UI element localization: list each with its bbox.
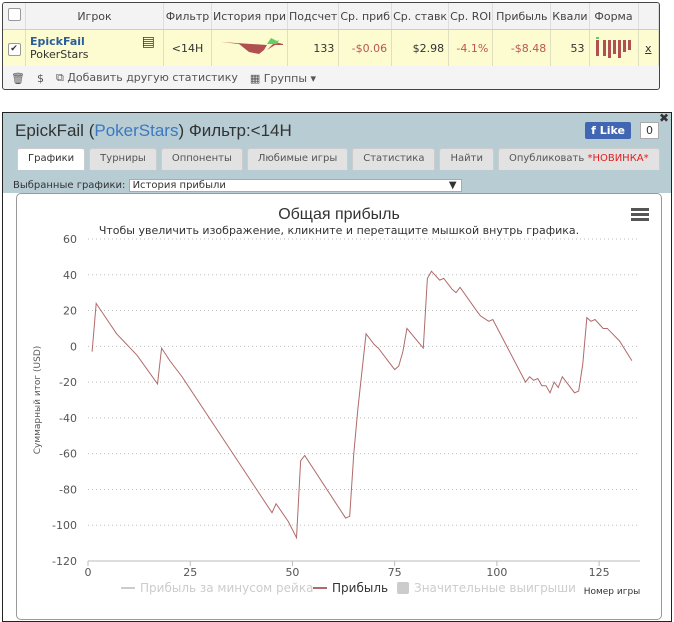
profit-value: -$8.48 <box>492 29 552 66</box>
series-line-profit <box>91 270 633 540</box>
col-form[interactable]: Форма <box>589 3 639 30</box>
player-name[interactable]: EpickFail <box>30 35 85 48</box>
stats-table: Игрок Фильтр История при Подсчет Ср. при… <box>2 2 660 90</box>
title-site-link[interactable]: PokerStars <box>94 121 179 140</box>
x-tick-label: 25 <box>183 566 197 579</box>
chart-container[interactable]: Общая прибыль Чтобы увеличить изображение… <box>16 193 662 620</box>
legend-item-profit: Прибыль <box>332 581 388 595</box>
tab-publish-label: Опубликовать <box>508 153 585 164</box>
row-checkbox[interactable]: ✔ <box>7 42 21 56</box>
groups-label: Группы <box>263 71 308 85</box>
tab-publish[interactable]: Опубликовать *НОВИНКА* <box>497 148 660 170</box>
tab-find[interactable]: Найти <box>439 148 494 170</box>
y-tick-label: -100 <box>52 519 77 532</box>
y-axis-label: Суммарный итог (USD) <box>33 346 43 455</box>
title-filter: Фильтр:<14H <box>188 121 292 140</box>
trash-icon[interactable]: 🗑 <box>11 71 25 85</box>
dropdown-arrow-icon: ▼ <box>448 180 457 191</box>
like-label: Like <box>599 124 625 137</box>
select-value: История прибыли <box>132 180 226 191</box>
facebook-icon: f <box>591 124 596 137</box>
chart-title: Общая прибыль <box>278 206 400 223</box>
player-site: PokerStars <box>30 48 89 61</box>
col-profit[interactable]: Прибыль <box>492 3 552 30</box>
y-tick-label: 60 <box>63 233 77 246</box>
col-avg-profit[interactable]: Ср. приб <box>338 3 393 30</box>
add-stat-button[interactable]: ⧉ Добавить другую статистику <box>55 71 238 84</box>
groups-button[interactable]: ▦ Группы ▾ <box>249 71 317 85</box>
tab-statistics[interactable]: Статистика <box>352 148 436 170</box>
x-tick-label: 0 <box>85 566 92 579</box>
chart-subtitle: Чтобы увеличить изображение, кликните и … <box>99 224 579 237</box>
col-player[interactable]: Игрок <box>25 3 164 30</box>
legend-item-net: Прибыль за минусом рейка <box>140 581 313 595</box>
x-tick-label: 50 <box>285 566 299 579</box>
tab-charts[interactable]: Графики <box>17 148 86 170</box>
close-icon[interactable]: ✖ <box>658 111 669 125</box>
y-tick-label: -40 <box>59 412 77 425</box>
title-player: EpickFail <box>15 121 84 140</box>
x-axis-label: Номер игры <box>584 587 641 597</box>
menu-icon[interactable] <box>631 208 649 221</box>
col-filter[interactable]: Фильтр <box>163 3 212 30</box>
col-count[interactable]: Подсчет <box>287 3 340 30</box>
col-roi[interactable]: Ср. ROI <box>448 3 494 30</box>
facebook-like-button[interactable]: f Like <box>585 122 631 139</box>
count-value: 133 <box>287 29 340 66</box>
export-icon[interactable]: ▤ <box>141 34 155 50</box>
x-tick-label: 100 <box>486 566 507 579</box>
avg-stake-value: $2.98 <box>391 29 450 66</box>
avg-profit-value: -$0.06 <box>338 29 393 66</box>
legend-item-big-wins: Значительные выигрыши <box>414 581 576 595</box>
y-tick-label: 40 <box>63 269 77 282</box>
x-tick-label: 125 <box>589 566 610 579</box>
select-label: Выбранные графики: <box>13 180 126 191</box>
tab-opponents[interactable]: Оппоненты <box>160 148 243 170</box>
panel-title: EpickFail (PokerStars) Фильтр:<14H <box>15 121 292 140</box>
new-badge: *НОВИНКА* <box>587 153 649 164</box>
add-stat-label: Добавить другую статистику <box>67 71 238 84</box>
qual-value: 53 <box>550 29 590 66</box>
like-count: 0 <box>640 122 659 139</box>
currency-icon[interactable]: $ <box>36 71 44 85</box>
y-tick-label: -60 <box>59 448 77 461</box>
select-all-checkbox[interactable] <box>7 8 21 21</box>
form-bars <box>589 29 639 66</box>
y-tick-label: -20 <box>59 376 77 389</box>
y-tick-label: 0 <box>70 340 77 353</box>
col-qual[interactable]: Квали <box>550 3 590 30</box>
tab-tournaments[interactable]: Турниры <box>89 148 157 170</box>
legend-symbol-big-wins <box>397 582 409 594</box>
x-tick-label: 75 <box>388 566 402 579</box>
tab-favorite-games[interactable]: Любимые игры <box>246 148 349 170</box>
chart-select[interactable]: История прибыли ▼ <box>128 179 462 192</box>
y-tick-label: -80 <box>59 483 77 496</box>
filter-value: <14H <box>163 29 212 66</box>
history-sparkline <box>211 29 288 66</box>
col-avg-stake[interactable]: Ср. ставк <box>391 3 450 30</box>
roi-value: -4.1% <box>448 29 494 66</box>
select-all-header[interactable] <box>3 3 26 30</box>
col-history[interactable]: История при <box>211 3 288 30</box>
remove-row-button[interactable]: x <box>638 29 659 66</box>
table-row: ✔ EpickFail PokerStars ▤ <14H 133 -$0.06 $… <box>3 29 659 66</box>
player-panel: EpickFail (PokerStars) Фильтр:<14H f Lik… <box>2 111 672 622</box>
y-tick-label: 20 <box>63 305 77 318</box>
y-tick-label: -120 <box>52 555 77 568</box>
